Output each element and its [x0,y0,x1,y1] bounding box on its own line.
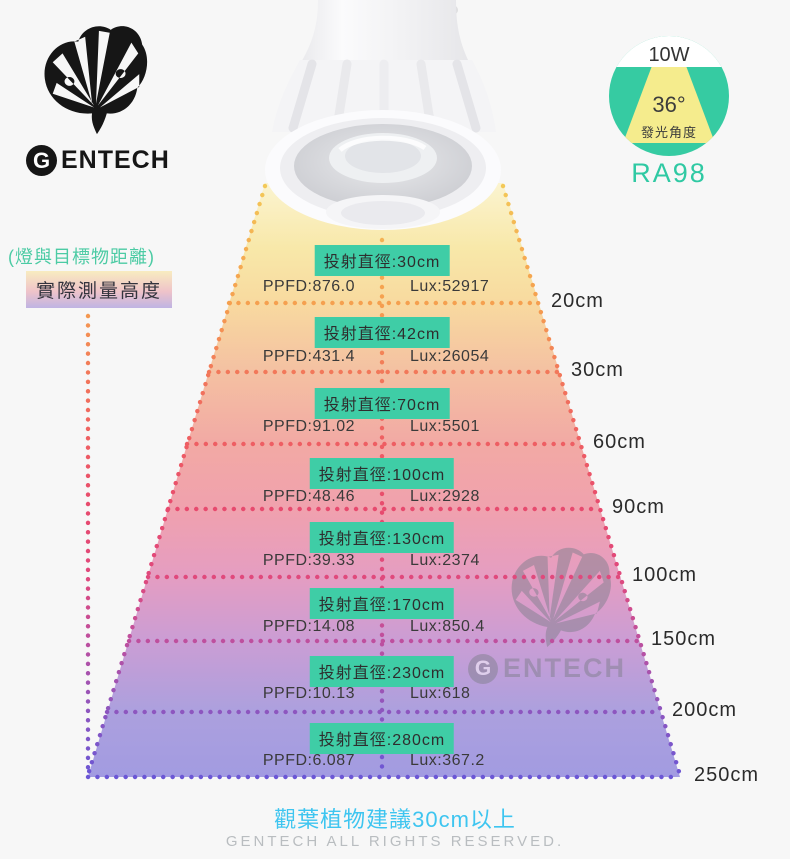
lux-value: Lux:52917 [410,278,490,295]
ppfd-value: PPFD:14.08 [262,618,355,635]
distance-label: 250cm [694,764,760,786]
distance-note: (燈與目標物距離) [8,247,155,267]
lux-value: Lux:2374 [410,552,480,569]
copyright: GENTECH ALL RIGHTS RESERVED. [225,833,565,850]
plant-advice: 觀葉植物建議30cm以上 [274,807,516,832]
logo-brand-text: ENTECH [61,146,170,174]
distance-label: 200cm [672,699,738,721]
cri-label: RA98 [631,158,707,188]
cone-left-edge-line [85,183,268,778]
cone-right-edge-line [500,183,683,778]
diameter-badge: 投射直徑:130cm [309,522,455,553]
ppfd-value: PPFD:876.0 [262,278,355,295]
diameter-badge: 投射直徑:42cm [314,317,450,348]
lux-value: Lux:26054 [410,348,490,365]
watermark: G ENTECH [468,535,678,684]
spec-badge: 10W 36° 發光角度 [609,36,729,156]
ppfd-value: PPFD:48.46 [262,488,355,505]
gentech-logo: G ENTECH [22,20,169,176]
lux-value: Lux:850.4 [410,618,485,635]
distance-label: 20cm [551,290,604,312]
beam-angle-value: 36° [652,92,686,117]
diameter-badge: 投射直徑:70cm [314,388,450,419]
diameter-badge: 投射直徑:100cm [309,458,455,489]
diameter-badge: 投射直徑:230cm [309,656,455,687]
distance-label: 100cm [632,564,698,586]
distance-label: 30cm [571,359,624,381]
distance-label: 60cm [593,431,646,453]
monstera-leaf-icon [44,26,148,135]
diameter-badge: 投射直徑:170cm [309,588,455,619]
ppfd-value: PPFD:91.02 [262,418,355,435]
logo-g-mark: G [26,145,57,176]
led-bulb-illustration [265,0,501,230]
wattage-label: 10W [609,36,729,67]
diameter-badge: 投射直徑:30cm [314,245,450,276]
ppfd-value: PPFD:6.087 [262,752,355,769]
beam-angle-label: 發光角度 [640,125,697,140]
ppfd-value: PPFD:431.4 [262,348,355,365]
lux-value: Lux:618 [410,685,471,702]
distance-label: 90cm [612,496,665,518]
watermark-brand-text: ENTECH [503,653,627,683]
lux-value: Lux:5501 [410,418,480,435]
ppfd-value: PPFD:10.13 [262,685,355,702]
lux-value: Lux:2928 [410,488,480,505]
height-label-chip: 實際測量高度 [26,271,173,308]
lux-value: Lux:367.2 [410,752,485,769]
ppfd-value: PPFD:39.33 [262,552,355,569]
watermark-g-mark: G [468,653,498,684]
diameter-badge: 投射直徑:280cm [309,723,455,754]
distance-label: 150cm [651,628,717,650]
